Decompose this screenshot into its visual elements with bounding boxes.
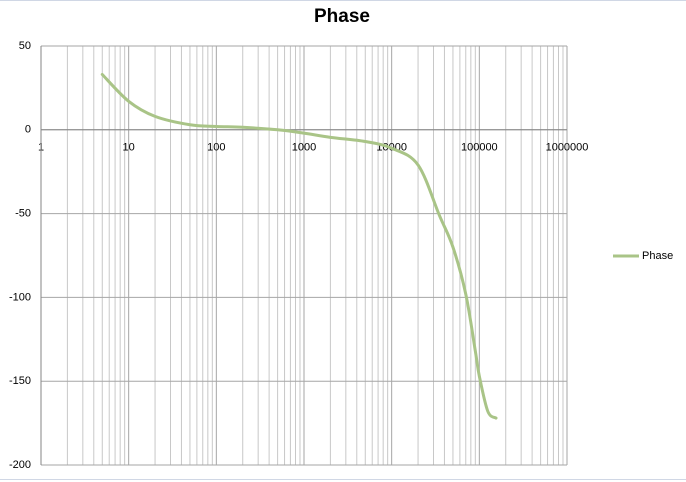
x-tick-label: 100000: [461, 142, 498, 154]
y-tick-label: -50: [15, 208, 31, 220]
x-tick-label: 1000: [292, 142, 316, 154]
y-tick-label: -150: [9, 375, 31, 387]
y-tick-label: 50: [19, 40, 31, 52]
data-line: [100, 72, 498, 420]
y-tick-label: -200: [9, 459, 31, 471]
x-tick-label: 10: [123, 142, 135, 154]
x-tick-label: 1000000: [546, 142, 589, 154]
chart-title: Phase: [314, 6, 370, 27]
y-tick-label: -100: [9, 291, 31, 303]
y-tick-label: 0: [25, 124, 31, 136]
legend-label: Phase: [642, 250, 673, 262]
x-tick-label: 100: [207, 142, 225, 154]
